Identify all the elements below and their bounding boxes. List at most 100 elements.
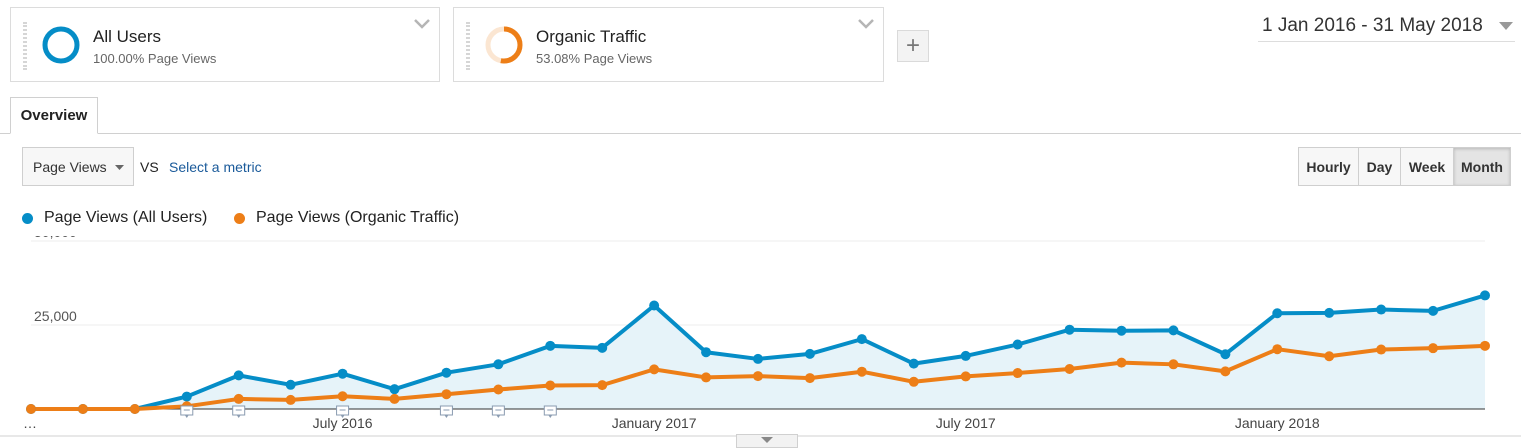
data-point[interactable] — [804, 348, 815, 359]
select-metric-link[interactable]: Select a metric — [169, 159, 262, 175]
caret-down-icon — [1499, 22, 1513, 30]
data-point[interactable] — [960, 371, 971, 382]
data-point[interactable] — [597, 380, 608, 391]
data-point[interactable] — [753, 371, 763, 382]
segment-card-all-users[interactable]: All Users 100.00% Page Views — [10, 7, 440, 82]
data-point[interactable] — [1480, 290, 1490, 301]
line-chart: 50,000 25,000 … July 2016 January 2017 July 2… — [0, 236, 1521, 437]
legend-item-all-users[interactable]: Page Views (All Users) — [22, 209, 207, 227]
data-point[interactable] — [856, 366, 867, 377]
data-point[interactable] — [1428, 343, 1439, 354]
data-point[interactable] — [1480, 340, 1490, 351]
data-point[interactable] — [649, 364, 660, 375]
data-point[interactable] — [908, 376, 919, 387]
segment-title: All Users — [93, 27, 162, 46]
data-point[interactable] — [337, 391, 348, 402]
data-point[interactable] — [856, 334, 867, 345]
data-point[interactable] — [233, 393, 244, 404]
data-point[interactable] — [285, 379, 296, 390]
segment-subtitle: 100.00% Page Views — [93, 51, 217, 66]
data-point[interactable] — [597, 342, 608, 353]
caret-down-icon — [761, 437, 773, 443]
data-point[interactable] — [77, 404, 88, 414]
data-point[interactable] — [545, 380, 556, 391]
data-point[interactable] — [181, 391, 192, 402]
segment-subtitle: 53.08% Page Views — [536, 51, 653, 66]
data-point[interactable] — [1012, 339, 1023, 350]
data-point[interactable] — [441, 389, 452, 400]
chart-expand-handle[interactable] — [736, 434, 798, 448]
annotation-icon[interactable] — [543, 405, 557, 418]
drag-handle-icon[interactable] — [466, 22, 470, 70]
data-point[interactable] — [753, 353, 763, 364]
month-button[interactable]: Month — [1453, 147, 1511, 186]
legend-label: Page Views (Organic Traffic) — [256, 209, 460, 226]
data-point[interactable] — [1272, 308, 1283, 319]
chevron-down-icon[interactable] — [857, 18, 875, 30]
y-tick-label: 25,000 — [34, 308, 77, 324]
drag-handle-icon[interactable] — [23, 22, 27, 70]
legend-item-organic-traffic[interactable]: Page Views (Organic Traffic) — [234, 209, 459, 227]
data-point[interactable] — [389, 393, 400, 404]
data-point[interactable] — [389, 384, 400, 395]
x-tick-label: July 2017 — [936, 415, 996, 431]
data-point[interactable] — [701, 347, 712, 358]
metric-dropdown[interactable]: Page Views — [22, 147, 134, 186]
annotation-icon[interactable] — [439, 405, 453, 418]
add-segment-button[interactable]: + — [897, 30, 929, 62]
data-point[interactable] — [908, 358, 919, 369]
data-point[interactable] — [233, 370, 244, 381]
data-point[interactable] — [441, 367, 452, 378]
data-point[interactable] — [1168, 359, 1179, 370]
data-point[interactable] — [1064, 364, 1075, 375]
segment-donut-icon — [42, 26, 80, 64]
data-point[interactable] — [337, 368, 348, 379]
data-point[interactable] — [493, 359, 504, 370]
data-point[interactable] — [1064, 324, 1075, 335]
data-point[interactable] — [701, 372, 712, 383]
data-point[interactable] — [1324, 307, 1335, 318]
data-point[interactable] — [1272, 344, 1283, 355]
data-point[interactable] — [649, 300, 660, 311]
data-point[interactable] — [545, 340, 556, 351]
day-button[interactable]: Day — [1358, 147, 1401, 186]
data-point[interactable] — [1220, 366, 1231, 377]
y-tick-label: 50,000 — [34, 236, 77, 240]
data-point[interactable] — [129, 404, 140, 414]
legend-label: Page Views (All Users) — [44, 209, 208, 226]
data-point[interactable] — [1324, 351, 1335, 362]
data-point[interactable] — [493, 384, 504, 395]
caret-down-icon — [115, 165, 124, 170]
data-point[interactable] — [285, 394, 296, 405]
date-range-text: 1 Jan 2016 - 31 May 2018 — [1262, 15, 1483, 36]
data-point[interactable] — [1376, 304, 1387, 315]
tab-divider — [0, 133, 1521, 134]
series-area — [31, 295, 1485, 409]
legend-dot-icon — [22, 212, 33, 224]
annotation-icon[interactable] — [336, 405, 350, 418]
granularity-button-group: Hourly Day Week Month — [1298, 147, 1511, 186]
data-point[interactable] — [960, 350, 971, 361]
tab-overview[interactable]: Overview — [10, 97, 98, 134]
data-point[interactable] — [804, 373, 815, 384]
data-point[interactable] — [1116, 325, 1127, 336]
metric-dropdown-label: Page Views — [33, 159, 107, 175]
x-tick-label: … — [23, 415, 37, 431]
date-range-picker[interactable]: 1 Jan 2016 - 31 May 2018 — [1258, 12, 1515, 42]
data-point[interactable] — [26, 404, 36, 414]
segment-card-organic-traffic[interactable]: Organic Traffic 53.08% Page Views — [453, 7, 884, 82]
annotation-icon[interactable] — [180, 405, 194, 418]
data-point[interactable] — [1012, 368, 1023, 379]
annotation-icon[interactable] — [232, 405, 246, 418]
week-button[interactable]: Week — [1400, 147, 1454, 186]
legend-dot-icon — [234, 212, 245, 224]
annotation-icon[interactable] — [491, 405, 505, 418]
hourly-button[interactable]: Hourly — [1298, 147, 1359, 186]
chevron-down-icon[interactable] — [413, 18, 431, 30]
data-point[interactable] — [1220, 349, 1231, 360]
data-point[interactable] — [1168, 325, 1179, 336]
data-point[interactable] — [1428, 305, 1439, 316]
segment-title: Organic Traffic — [536, 27, 647, 46]
data-point[interactable] — [1376, 344, 1387, 355]
data-point[interactable] — [1116, 357, 1127, 368]
